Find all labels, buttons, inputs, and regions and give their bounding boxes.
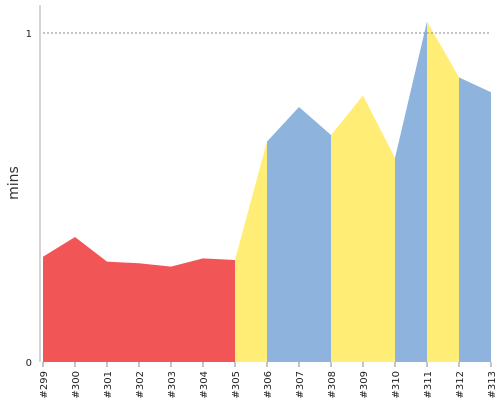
x-tick-label: #302 xyxy=(135,371,146,398)
area-segment-5 xyxy=(427,21,459,363)
x-tick-label: #303 xyxy=(167,371,178,398)
y-tick-label: 0 xyxy=(26,358,32,369)
area-segment-6 xyxy=(459,77,491,362)
x-tick-label: #305 xyxy=(231,371,242,398)
x-tick-label: #299 xyxy=(39,371,50,398)
x-axis-ticks: #299 #300 #301 #302 #303 #304 #305 #306 #307 #308… xyxy=(39,362,498,398)
area-segment-1 xyxy=(235,141,267,362)
x-tick-label: #313 xyxy=(487,371,498,398)
area-segment-0 xyxy=(43,236,235,362)
area-segment-2 xyxy=(267,107,331,363)
x-tick-label: #301 xyxy=(103,371,114,398)
area-segment-3 xyxy=(331,95,395,362)
area-segments xyxy=(43,21,491,363)
x-tick-label: #307 xyxy=(295,371,306,398)
y-axis-title: mins xyxy=(6,166,22,200)
x-tick-label: #300 xyxy=(71,371,82,398)
area-segment-4 xyxy=(395,21,427,363)
x-tick-label: #304 xyxy=(199,371,210,398)
x-tick-label: #306 xyxy=(263,371,274,398)
y-axis-ticks: 01 xyxy=(26,29,32,369)
x-tick-label: #310 xyxy=(391,371,402,398)
x-tick-label: #312 xyxy=(455,371,466,398)
x-tick-label: #311 xyxy=(423,371,434,398)
x-tick-label: #309 xyxy=(359,371,370,398)
x-tick-label: #308 xyxy=(327,371,338,398)
y-tick-label: 1 xyxy=(26,29,32,40)
